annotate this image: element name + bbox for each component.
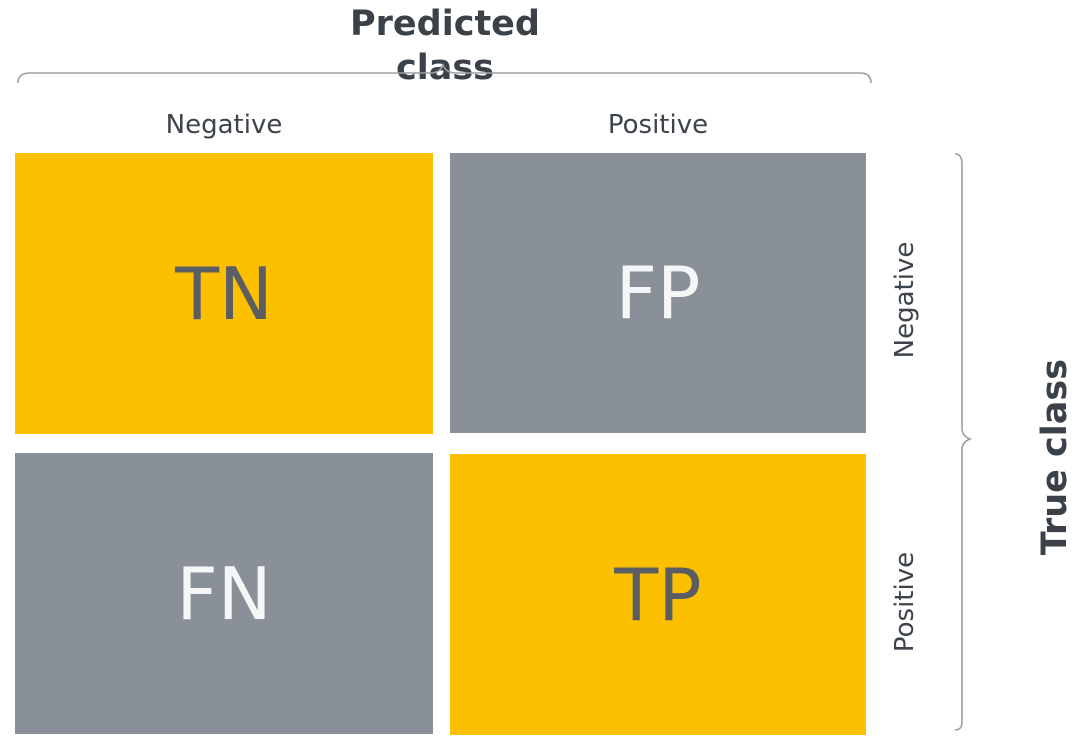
cell-fn-label: FN — [176, 551, 272, 636]
column-label-positive: Positive — [607, 110, 709, 140]
cell-tp-label: TP — [614, 552, 702, 637]
cell-false-positive: FP — [450, 153, 866, 433]
cell-fp-label: FP — [615, 251, 701, 335]
column-label-negative: Negative — [165, 110, 283, 140]
cell-true-negative: TN — [15, 153, 433, 434]
cell-true-positive: TP — [450, 454, 866, 735]
true-class-title: True class — [1035, 358, 1075, 556]
cell-tn-label: TN — [175, 251, 273, 336]
predicted-class-brace — [17, 62, 872, 84]
cell-false-negative: FN — [15, 453, 433, 734]
